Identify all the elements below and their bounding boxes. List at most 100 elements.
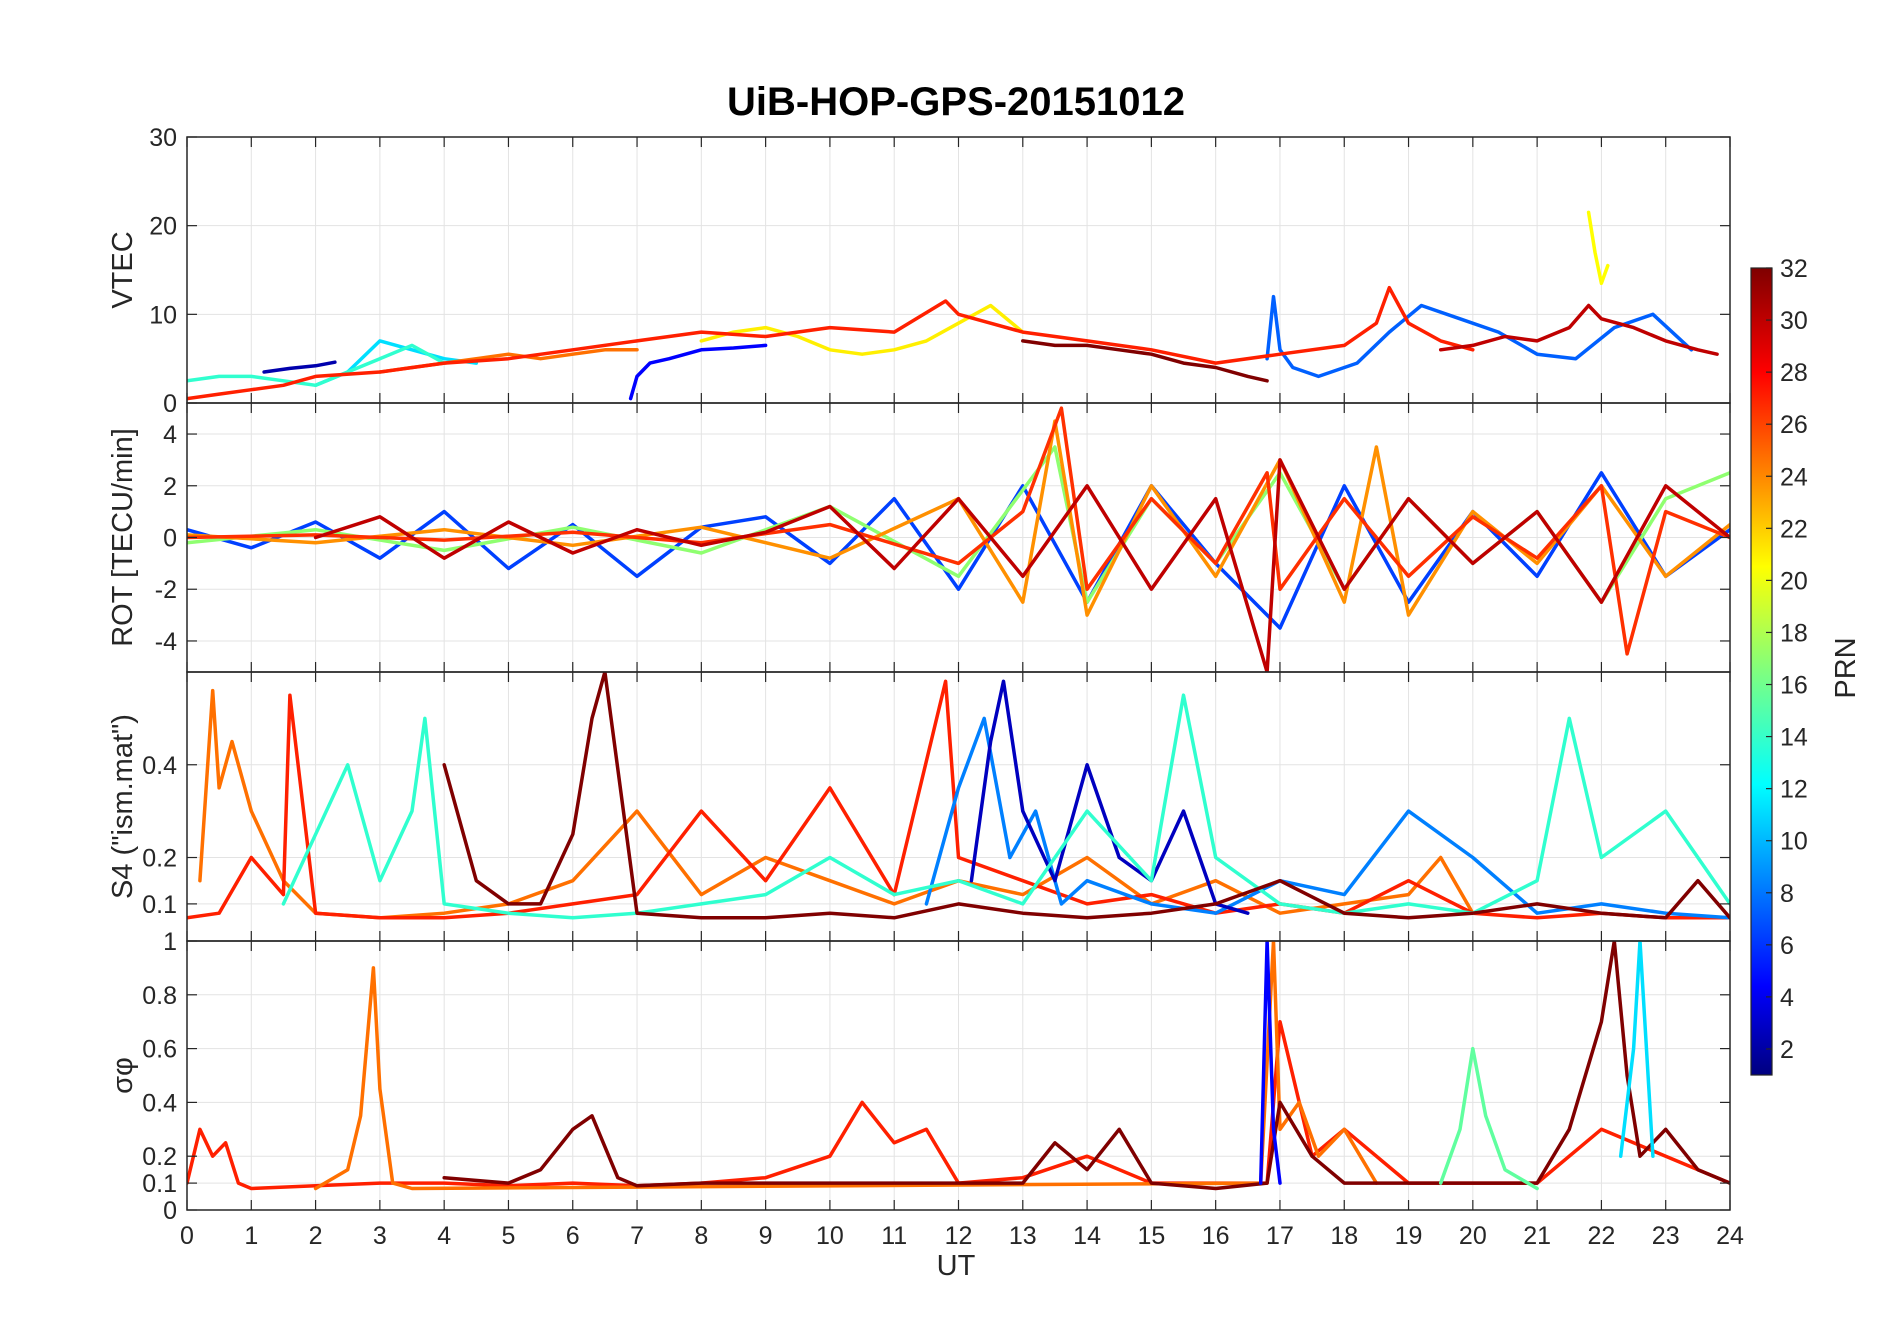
colorbar-tick-label: 12 xyxy=(1780,776,1808,804)
s4-series-group xyxy=(187,672,1730,920)
y-tick-label: 0.4 xyxy=(142,1089,177,1117)
sigma_phi-series-prn-15 xyxy=(1438,1046,1539,1191)
sigma_phi-grid xyxy=(186,940,1731,1211)
x-tick-label: 7 xyxy=(630,1222,644,1250)
y-tick-label: -2 xyxy=(155,576,177,604)
colorbar-tick-label: 10 xyxy=(1780,828,1808,856)
x-tick-label: 20 xyxy=(1459,1222,1487,1250)
sigma_phi-series-prn-25 xyxy=(313,941,1379,1191)
x-tick-label: 8 xyxy=(694,1222,708,1250)
y-tick-label: 0.2 xyxy=(142,845,177,873)
rot-series-prn-31 xyxy=(313,458,1730,672)
sigma_phi-series-prn-12 xyxy=(1618,941,1655,1158)
s4-y-axis-label: S4 ("ism.mat") xyxy=(107,714,139,899)
y-tick-label: 0 xyxy=(163,1197,177,1225)
x-tick-label: 4 xyxy=(437,1222,451,1250)
s4-series-prn-2 xyxy=(969,679,1250,915)
x-tick-label: 16 xyxy=(1202,1222,1230,1250)
sigma_phi-series-prn-32 xyxy=(442,941,1730,1191)
s4-series-prn-10 xyxy=(924,716,1730,920)
s4-series-prn-14 xyxy=(281,693,1730,920)
vtec-series-prn-31 xyxy=(1438,303,1719,356)
y-tick-label: 4 xyxy=(163,421,177,449)
vtec-series-prn-20 xyxy=(1586,210,1610,286)
colorbar-tick-label: 28 xyxy=(1780,359,1808,387)
sigma_phi-series-prn-28 xyxy=(187,1019,1730,1191)
colorbar-tick-label: 4 xyxy=(1780,984,1794,1012)
rot-series-group xyxy=(187,406,1730,672)
x-tick-label: 11 xyxy=(881,1222,907,1250)
x-tick-label: 12 xyxy=(945,1222,973,1250)
colorbar-tick-label: 6 xyxy=(1780,932,1794,960)
x-tick-label: 0 xyxy=(180,1222,194,1250)
vtec-grid xyxy=(186,136,1731,404)
x-tick-label: 15 xyxy=(1137,1222,1165,1250)
vtec-series-prn-8 xyxy=(1265,294,1694,379)
x-tick-label: 13 xyxy=(1009,1222,1037,1250)
y-tick-label: 0.2 xyxy=(142,1143,177,1171)
colorbar-tick-label: 22 xyxy=(1780,515,1808,543)
vtec-series-prn-32 xyxy=(1021,339,1269,383)
s4-series-prn-25 xyxy=(198,688,1475,920)
colorbar-tick-label: 14 xyxy=(1780,724,1808,752)
colorbar-gradient xyxy=(1750,267,1773,1076)
s4-series-prn-32 xyxy=(442,672,1730,920)
x-axis-label: UT xyxy=(937,1250,976,1282)
x-tick-label: 14 xyxy=(1073,1222,1101,1250)
y-tick-label: 2 xyxy=(163,473,177,501)
x-tick-label: 22 xyxy=(1588,1222,1616,1250)
x-tick-label: 19 xyxy=(1395,1222,1423,1250)
panel-vtec: 0 10 20 30 VTEC xyxy=(107,124,1731,418)
y-tick-label: 10 xyxy=(149,301,177,329)
x-tick-label: 23 xyxy=(1652,1222,1680,1250)
rot-y-axis-label: ROT [TECU/min] xyxy=(107,428,139,647)
colorbar-tick-label: 30 xyxy=(1780,307,1808,335)
y-tick-label: -4 xyxy=(155,628,177,656)
colorbar-label: PRN xyxy=(1830,637,1862,698)
y-tick-label: 0.8 xyxy=(142,982,177,1010)
y-tick-label: 0.1 xyxy=(142,1170,177,1198)
colorbar-tick-label: 18 xyxy=(1780,619,1808,647)
y-tick-label: 0.4 xyxy=(142,752,177,780)
x-tick-label: 21 xyxy=(1523,1222,1551,1250)
x-tick-label: 3 xyxy=(373,1222,387,1250)
y-tick-label: 30 xyxy=(149,124,177,152)
s4-y-axis: 0.1 0.2 0.4 xyxy=(142,672,1731,941)
x-tick-label: 17 xyxy=(1266,1222,1294,1250)
x-tick-label: 9 xyxy=(759,1222,773,1250)
vtec-y-axis: 0 10 20 30 xyxy=(149,124,1731,418)
colorbar-tick-label: 20 xyxy=(1780,567,1808,595)
sigma_phi-series-prn-5 xyxy=(1258,941,1282,1185)
y-tick-label: 0.1 xyxy=(142,891,177,919)
chart-title: UiB-HOP-GPS-20151012 xyxy=(727,80,1185,124)
y-tick-label: 0 xyxy=(163,390,177,418)
y-tick-label: 0.6 xyxy=(142,1036,177,1064)
x-tick-label: 18 xyxy=(1330,1222,1358,1250)
rot-series-prn-27 xyxy=(187,406,1730,656)
vtec-series-prn-28 xyxy=(187,285,1475,401)
panel-rot: -4 -2 0 2 4 ROT [TECU/min] xyxy=(107,402,1731,673)
colorbar-tick-label: 8 xyxy=(1780,880,1794,908)
vtec-series-prn-5 xyxy=(628,343,768,401)
x-tick-label: 1 xyxy=(244,1222,258,1250)
panel-s4: 0.1 0.2 0.4S4 ("ism.mat") xyxy=(107,671,1731,942)
x-tick-label: 24 xyxy=(1716,1222,1744,1250)
colorbar-tick-label: 26 xyxy=(1780,411,1808,439)
colorbar-tick-label: 24 xyxy=(1780,463,1808,491)
x-tick-label: 10 xyxy=(816,1222,844,1250)
colorbar-tick-label: 32 xyxy=(1780,255,1808,283)
panel-sigma-phi: 00.10.2 0.4 0.6 0.8 1 σφ xyxy=(107,928,1731,1225)
sigma_phi-y-axis-label: σφ xyxy=(107,1057,139,1094)
vtec-series-prn-3 xyxy=(262,360,337,374)
rot-y-axis: -4 -2 0 2 4 xyxy=(155,403,1731,672)
x-tick-label: 6 xyxy=(566,1222,580,1250)
vtec-series-group xyxy=(187,210,1719,401)
colorbar-tick-label: 16 xyxy=(1780,672,1808,700)
sigma_phi-series-group xyxy=(187,941,1730,1191)
colorbar-tick-label: 2 xyxy=(1780,1036,1794,1064)
y-tick-label: 20 xyxy=(149,213,177,241)
vtec-series-prn-14 xyxy=(187,343,446,388)
x-axis: 0 1 2 3 4 5 6 7 8 9 10 11 12 13 14 15 16 17 18 19 20 21 22 23 24 xyxy=(180,1222,1744,1250)
